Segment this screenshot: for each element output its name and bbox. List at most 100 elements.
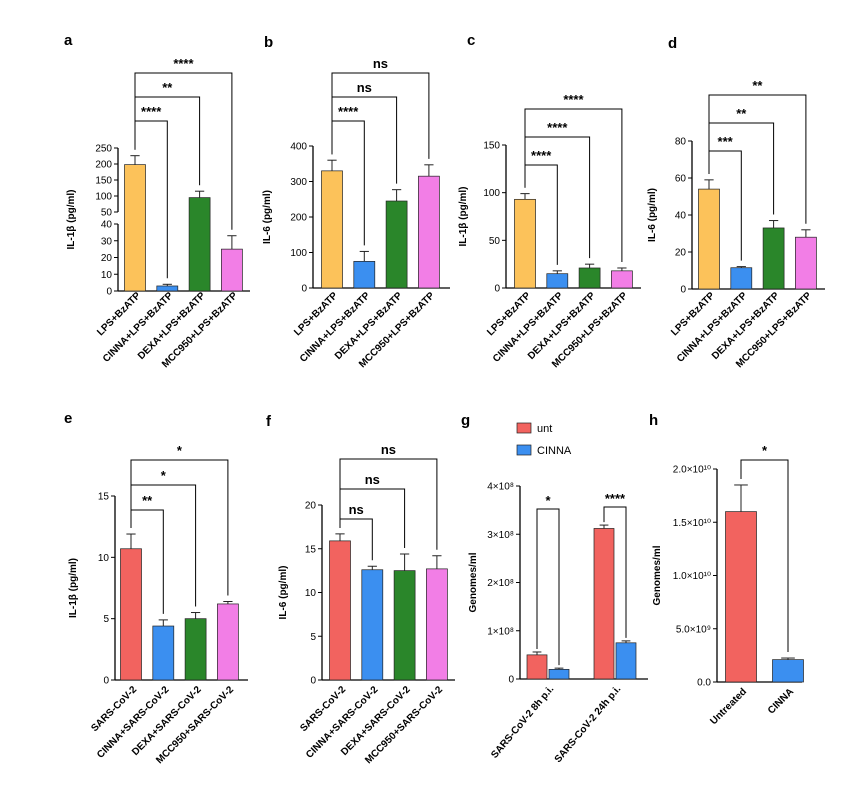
g-tick-label: 1×10⁸ xyxy=(487,626,514,637)
d-tick-label: 60 xyxy=(675,174,687,185)
significance-label: * xyxy=(161,468,167,483)
significance-label: * xyxy=(177,443,183,458)
bar-0 xyxy=(514,198,536,289)
significance-label: ns xyxy=(357,80,372,95)
significance-bracket xyxy=(708,94,807,224)
significance-label: ** xyxy=(162,80,173,95)
significance-label: ns xyxy=(349,502,364,517)
panel-label: d xyxy=(668,35,677,52)
d-tick-label: 20 xyxy=(675,248,687,259)
y-axis-label: Genomes/ml xyxy=(652,545,663,605)
panel-label: e xyxy=(64,410,72,427)
b-tick-label: 300 xyxy=(290,177,307,188)
significance-label: ns xyxy=(373,56,388,71)
a-tick-label: 30 xyxy=(101,236,113,247)
significance-label: ns xyxy=(381,442,396,457)
a-tick-label: 0 xyxy=(106,287,112,298)
bar-2 xyxy=(184,618,207,681)
c-tick-label: 150 xyxy=(483,141,500,152)
panel-label: g xyxy=(461,412,470,429)
bar-1 xyxy=(772,659,804,683)
h-tick-label: 0.0 xyxy=(697,678,711,689)
d-tick-label: 80 xyxy=(675,137,687,148)
legend-label: unt xyxy=(537,423,552,435)
g-tick-label: 2×10⁸ xyxy=(487,578,514,589)
bar-1 xyxy=(730,267,753,290)
legend-label: CINNA xyxy=(537,445,572,457)
legend-swatch-unt xyxy=(516,422,532,434)
category-label: CINNA xyxy=(766,686,796,716)
panel-label: c xyxy=(467,32,475,49)
bar-0 xyxy=(120,548,142,681)
b-tick-label: 100 xyxy=(290,248,307,259)
y-axis-label: IL-6 (pg/ml) xyxy=(647,188,658,242)
bar-2 xyxy=(385,200,408,289)
bar-3 xyxy=(221,248,243,292)
h-tick-label: 5.0×10⁹ xyxy=(676,624,711,635)
significance-label: **** xyxy=(338,104,359,119)
bar-3 xyxy=(795,236,817,290)
significance-bracket xyxy=(130,459,229,596)
bar-2 xyxy=(393,570,416,681)
y-axis-label: IL-6 (pg/ml) xyxy=(278,566,289,620)
panel-d: dIL-6 (pg/ml)020406080LPS+BzATPCINNA+LPS… xyxy=(647,35,825,370)
f-tick-label: 0 xyxy=(310,676,316,687)
panel-b: bIL-6 (pg/ml)0100200300400LPS+BzATPCINNA… xyxy=(262,34,450,370)
significance-label: **** xyxy=(531,148,552,163)
bar-2 xyxy=(762,227,785,290)
a-tick-label: 10 xyxy=(101,270,113,281)
h-tick-label: 1.5×10¹⁰ xyxy=(673,518,711,529)
significance-bracket xyxy=(603,506,627,638)
y-axis-label: IL-1β (pg/ml) xyxy=(458,187,469,247)
a-tick-label: 50 xyxy=(101,208,113,219)
significance-label: **** xyxy=(605,491,626,506)
a-tick-label: 150 xyxy=(95,176,112,187)
panel-h: h Genomes/ml 0.0 5.0×10⁹ 1.0×10¹⁰ 1.5×10¹⁰ 2.0… xyxy=(649,412,804,727)
bar-0 xyxy=(329,540,351,681)
significance-bracket xyxy=(740,459,789,653)
g-tick-label: 3×10⁸ xyxy=(487,530,514,541)
d-tick-label: 40 xyxy=(675,211,687,222)
f-tick-label: 20 xyxy=(305,501,317,512)
bar-1 xyxy=(546,273,569,289)
bar-2 xyxy=(578,267,601,289)
panel-e: eIL-1β (pg/ml)051015SARS-CoV-2CINNA+SARS… xyxy=(64,410,248,766)
panel-label: f xyxy=(266,413,272,430)
bar-0 xyxy=(124,164,146,292)
f-tick-label: 15 xyxy=(305,544,317,555)
panel-c: cIL-1β (pg/ml)050100150LPS+BzATPCINNA+LP… xyxy=(458,32,641,370)
g-tick-label: 4×10⁸ xyxy=(487,482,514,493)
significance-label: **** xyxy=(547,120,568,135)
significance-label: *** xyxy=(718,134,734,149)
f-tick-label: 5 xyxy=(310,632,316,643)
significance-label: ** xyxy=(752,78,763,93)
significance-label: * xyxy=(762,443,768,458)
panel-a: aIL-1β (pg/ml)01020304050100150200250LPS… xyxy=(64,32,250,370)
category-label: SARS-CoV-2 24h p.i. xyxy=(553,684,624,765)
b-tick-label: 200 xyxy=(290,213,307,224)
bar-CINNA-0 xyxy=(548,668,570,680)
h-tick-label: 2.0×10¹⁰ xyxy=(673,465,711,476)
panel-label: b xyxy=(264,34,273,51)
significance-bracket xyxy=(134,72,233,230)
panel-g: g Genomes/ml 0 1×10⁸ 2×10⁸ 3×10⁸ 4×10⁸ * SARS-Co… xyxy=(461,412,648,765)
bar-CINNA-1 xyxy=(615,642,637,680)
bar-3 xyxy=(611,270,633,289)
bar-unt-0 xyxy=(526,654,548,680)
significance-label: ** xyxy=(142,493,153,508)
e-tick-label: 5 xyxy=(103,614,109,625)
significance-bracket xyxy=(524,108,623,262)
c-tick-label: 50 xyxy=(489,236,501,247)
legend-swatch-CINNA xyxy=(516,444,532,456)
bar-0 xyxy=(698,188,720,290)
e-tick-label: 0 xyxy=(103,676,109,687)
panel-f: fIL-6 (pg/ml)05101520SARS-CoV-2CINNA+SAR… xyxy=(266,413,455,766)
y-axis-label: Genomes/ml xyxy=(468,552,479,612)
significance-bracket xyxy=(339,458,438,550)
h-tick-label: 1.0×10¹⁰ xyxy=(673,571,711,582)
e-tick-label: 10 xyxy=(98,553,110,564)
y-axis-label: IL-1β (pg/ml) xyxy=(66,190,77,250)
category-label: Untreated xyxy=(708,686,749,727)
bar-1 xyxy=(353,261,376,289)
